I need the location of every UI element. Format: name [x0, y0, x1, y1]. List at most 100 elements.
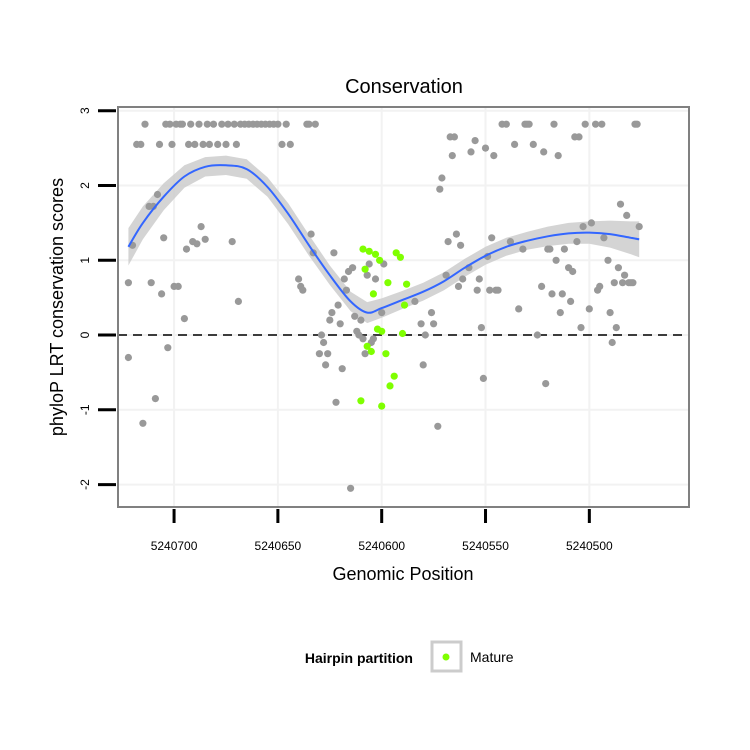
- data-point: [614, 264, 623, 272]
- mature-point: [398, 329, 407, 338]
- data-point: [332, 398, 340, 406]
- data-point: [182, 245, 191, 253]
- mature-points-layer: [357, 245, 411, 410]
- y-tick-label: 0: [78, 331, 92, 338]
- data-point: [529, 140, 537, 148]
- data-point: [560, 245, 569, 253]
- x-axis-ticks: 5240700 5240650 5240600 5240550 5240500: [151, 509, 613, 553]
- data-point: [612, 324, 620, 332]
- data-point: [434, 422, 442, 430]
- data-point: [334, 301, 342, 309]
- data-point: [359, 335, 367, 343]
- data-point: [569, 267, 577, 276]
- data-point: [452, 230, 460, 238]
- data-point: [467, 148, 475, 156]
- y-tick-label: 2: [78, 182, 92, 189]
- mature-point: [376, 256, 384, 264]
- data-point: [155, 140, 164, 148]
- data-point: [315, 350, 323, 358]
- data-point: [600, 234, 608, 242]
- mature-point: [371, 250, 380, 258]
- data-point: [158, 290, 166, 298]
- data-point: [550, 120, 558, 128]
- data-point: [214, 140, 222, 148]
- x-tick-label: 5240700: [151, 539, 198, 553]
- x-axis-title: Genomic Position: [332, 564, 473, 584]
- data-point: [421, 331, 429, 339]
- mature-point: [378, 327, 386, 335]
- plot-panel-border: [117, 106, 690, 508]
- data-point: [610, 279, 618, 287]
- data-point: [166, 120, 174, 128]
- y-axis-ticks: -2 -1 0 1 2 3: [78, 107, 116, 490]
- data-point: [234, 297, 242, 305]
- data-point: [137, 140, 145, 148]
- mature-point: [400, 301, 409, 309]
- data-point: [554, 152, 562, 160]
- data-point: [320, 338, 328, 347]
- data-point: [542, 380, 550, 388]
- data-point: [519, 245, 527, 253]
- mature-point: [361, 265, 369, 273]
- legend: Hairpin partition Mature: [305, 640, 514, 673]
- data-point: [222, 140, 230, 148]
- data-point: [178, 120, 186, 128]
- data-point: [459, 275, 467, 283]
- data-point: [540, 148, 548, 156]
- data-point: [361, 350, 369, 358]
- data-point: [365, 260, 373, 268]
- data-point: [454, 282, 463, 290]
- data-point: [193, 240, 201, 248]
- x-tick-label: 5240650: [255, 539, 302, 553]
- data-point: [224, 120, 232, 128]
- data-point: [218, 120, 226, 128]
- data-point: [338, 365, 346, 373]
- data-point: [573, 238, 581, 246]
- mature-point: [392, 249, 400, 257]
- data-point: [328, 309, 336, 317]
- trend-line: [127, 164, 640, 314]
- data-point: [606, 309, 614, 317]
- data-point: [533, 331, 542, 339]
- data-point: [351, 312, 359, 320]
- y-axis-title: phyloP LRT conservation scores: [47, 178, 67, 436]
- data-point: [203, 120, 211, 128]
- data-point: [558, 290, 566, 298]
- data-point: [160, 234, 168, 242]
- data-point: [556, 309, 564, 317]
- mature-point: [396, 253, 404, 261]
- data-point: [191, 140, 199, 148]
- data-point: [417, 320, 425, 328]
- data-point: [619, 279, 627, 287]
- data-point: [164, 344, 172, 352]
- data-point: [336, 320, 344, 328]
- data-point: [153, 190, 162, 199]
- y-tick-label: -1: [78, 404, 92, 415]
- data-point: [510, 140, 519, 148]
- data-point: [274, 120, 282, 128]
- chart-title: Conservation: [345, 76, 463, 98]
- data-point: [205, 140, 213, 148]
- data-point: [278, 140, 286, 148]
- data-point: [621, 271, 629, 279]
- y-tick-label: 3: [78, 107, 92, 114]
- data-point: [124, 353, 132, 362]
- data-point: [330, 249, 338, 257]
- data-point: [471, 137, 479, 145]
- data-point: [187, 120, 195, 128]
- y-tick-label: -2: [78, 479, 92, 490]
- data-point: [490, 152, 498, 160]
- data-point: [340, 275, 348, 283]
- data-point: [430, 320, 438, 328]
- data-point: [228, 238, 236, 246]
- data-point: [349, 264, 357, 272]
- data-point: [363, 271, 371, 279]
- data-point: [598, 120, 606, 128]
- data-point: [151, 395, 159, 403]
- x-tick-label: 5240550: [462, 539, 509, 553]
- data-point: [457, 241, 465, 249]
- data-point: [486, 286, 494, 294]
- data-point: [201, 235, 209, 243]
- legend-mature-dot: [442, 653, 450, 661]
